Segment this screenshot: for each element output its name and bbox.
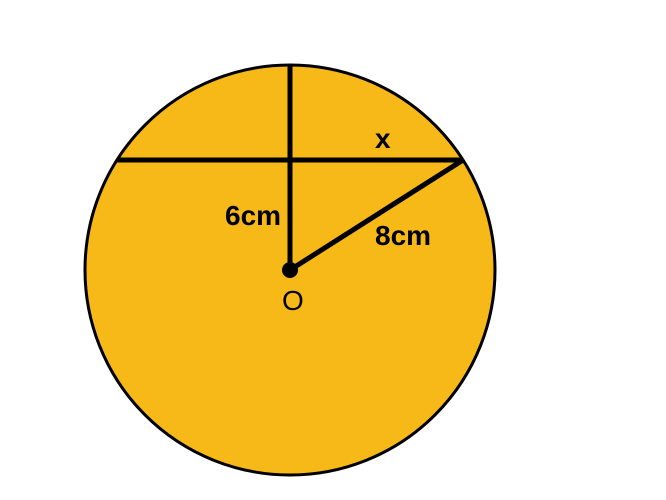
label-x: x [375,123,391,154]
geometry-diagram: x 6cm 8cm O [0,0,666,500]
label-6cm: 6cm [225,200,281,231]
center-point-dot [282,262,298,278]
label-o: O [282,285,304,316]
label-8cm: 8cm [375,220,431,251]
